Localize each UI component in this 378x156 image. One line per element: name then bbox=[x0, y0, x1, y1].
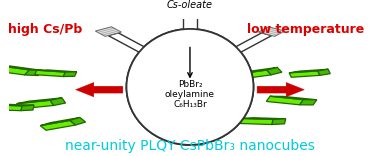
Polygon shape bbox=[208, 95, 237, 104]
Polygon shape bbox=[266, 67, 282, 75]
Polygon shape bbox=[17, 100, 54, 109]
Polygon shape bbox=[226, 33, 272, 55]
Polygon shape bbox=[231, 92, 245, 98]
Text: oleylamine: oleylamine bbox=[165, 90, 215, 99]
Polygon shape bbox=[40, 117, 80, 126]
Polygon shape bbox=[0, 105, 22, 111]
Polygon shape bbox=[37, 70, 77, 72]
Polygon shape bbox=[289, 69, 328, 73]
Polygon shape bbox=[183, 15, 197, 45]
Polygon shape bbox=[108, 33, 154, 55]
Polygon shape bbox=[236, 67, 277, 74]
Polygon shape bbox=[76, 83, 123, 97]
Polygon shape bbox=[236, 70, 271, 79]
Polygon shape bbox=[0, 66, 29, 75]
Polygon shape bbox=[257, 83, 304, 97]
Polygon shape bbox=[63, 72, 77, 77]
Polygon shape bbox=[35, 70, 65, 77]
Text: Cs-oleate: Cs-oleate bbox=[167, 0, 213, 10]
Polygon shape bbox=[178, 7, 201, 15]
Polygon shape bbox=[240, 118, 286, 119]
Text: high Cs/Pb: high Cs/Pb bbox=[8, 23, 82, 36]
Polygon shape bbox=[259, 27, 285, 36]
Polygon shape bbox=[0, 104, 34, 106]
Polygon shape bbox=[239, 118, 273, 124]
Polygon shape bbox=[40, 120, 76, 130]
Polygon shape bbox=[21, 105, 34, 111]
Polygon shape bbox=[318, 69, 330, 75]
Polygon shape bbox=[270, 96, 317, 100]
Polygon shape bbox=[300, 100, 317, 105]
Text: C₆H₁₃Br: C₆H₁₃Br bbox=[173, 100, 207, 109]
Polygon shape bbox=[25, 70, 43, 76]
Polygon shape bbox=[289, 71, 320, 77]
Text: near-unity PLQY CsPbBr₃ nanocubes: near-unity PLQY CsPbBr₃ nanocubes bbox=[65, 139, 315, 153]
Polygon shape bbox=[0, 66, 43, 71]
Polygon shape bbox=[266, 96, 303, 105]
Polygon shape bbox=[17, 98, 62, 104]
Ellipse shape bbox=[127, 29, 254, 145]
Polygon shape bbox=[95, 27, 121, 36]
Text: PbBr₂: PbBr₂ bbox=[178, 80, 202, 89]
Polygon shape bbox=[70, 117, 85, 125]
Polygon shape bbox=[272, 119, 286, 124]
Polygon shape bbox=[50, 98, 66, 105]
Ellipse shape bbox=[127, 29, 254, 145]
Polygon shape bbox=[208, 92, 239, 100]
Text: low temperature: low temperature bbox=[248, 23, 365, 36]
